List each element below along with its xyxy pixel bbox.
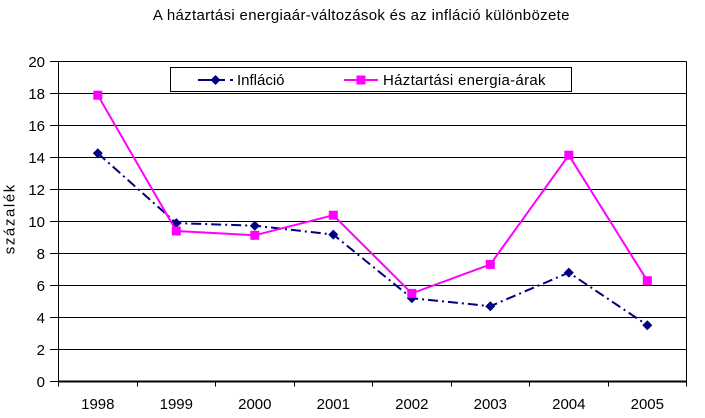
svg-text:14: 14 — [28, 150, 45, 167]
svg-text:százalék: százalék — [2, 183, 19, 254]
svg-text:2002: 2002 — [395, 396, 428, 413]
svg-text:Infláció: Infláció — [237, 72, 285, 89]
svg-text:4: 4 — [37, 310, 45, 327]
svg-text:2001: 2001 — [317, 396, 350, 413]
svg-text:8: 8 — [37, 246, 45, 263]
svg-text:A háztartási energiaár-változá: A háztartási energiaár-változások és az … — [153, 7, 570, 24]
svg-text:16: 16 — [28, 118, 45, 135]
svg-text:2004: 2004 — [552, 396, 585, 413]
svg-text:6: 6 — [37, 278, 45, 295]
svg-text:2: 2 — [37, 342, 45, 359]
svg-text:1999: 1999 — [160, 396, 193, 413]
svg-text:2000: 2000 — [238, 396, 271, 413]
svg-text:Háztartási energia-árak: Háztartási energia-árak — [383, 72, 546, 89]
svg-text:2005: 2005 — [631, 396, 664, 413]
svg-text:18: 18 — [28, 86, 45, 103]
svg-text:10: 10 — [28, 214, 45, 231]
svg-text:2003: 2003 — [474, 396, 507, 413]
svg-text:12: 12 — [28, 182, 45, 199]
svg-text:20: 20 — [28, 54, 45, 71]
svg-text:1998: 1998 — [81, 396, 114, 413]
svg-text:0: 0 — [37, 374, 45, 391]
